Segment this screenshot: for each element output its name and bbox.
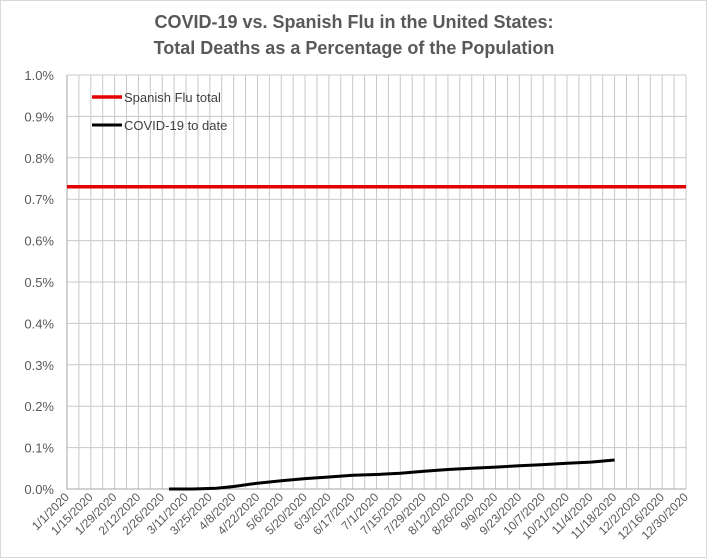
chart-title: COVID-19 vs. Spanish Flu in the United S… [154,12,555,58]
y-tick-label: 0.1% [24,441,54,456]
y-tick-label: 0.6% [24,234,54,249]
y-tick-label: 0.5% [24,275,54,290]
gridlines [66,74,687,490]
legend-item-spanish-flu: Spanish Flu total [92,90,221,105]
legend-item-covid-19: COVID-19 to date [92,118,227,133]
y-tick-label: 0.7% [24,192,54,207]
series [67,185,686,491]
x-axis-ticks: 1/1/20201/15/20201/29/20202/12/20202/26/… [29,490,691,543]
y-tick-label: 0.2% [24,399,54,414]
y-tick-label: 0.0% [24,482,54,497]
y-tick-label: 0.8% [24,151,54,166]
chart-title-line-2: Total Deaths as a Percentage of the Popu… [154,38,555,58]
legend-label: Spanish Flu total [124,90,221,105]
y-tick-label: 0.3% [24,358,54,373]
legend: Spanish Flu total COVID-19 to date [92,90,227,133]
chart-title-line-1: COVID-19 vs. Spanish Flu in the United S… [154,12,553,32]
y-tick-label: 1.0% [24,68,54,83]
y-axis-ticks: 0.0% 0.1% 0.2% 0.3% 0.4% 0.5% 0.6% 0.7% 0.8% 0.9%… [24,68,54,497]
legend-label: COVID-19 to date [124,118,227,133]
y-tick-label: 0.4% [24,316,54,331]
series-line-covid-19 [169,458,615,491]
y-tick-label: 0.9% [24,109,54,124]
